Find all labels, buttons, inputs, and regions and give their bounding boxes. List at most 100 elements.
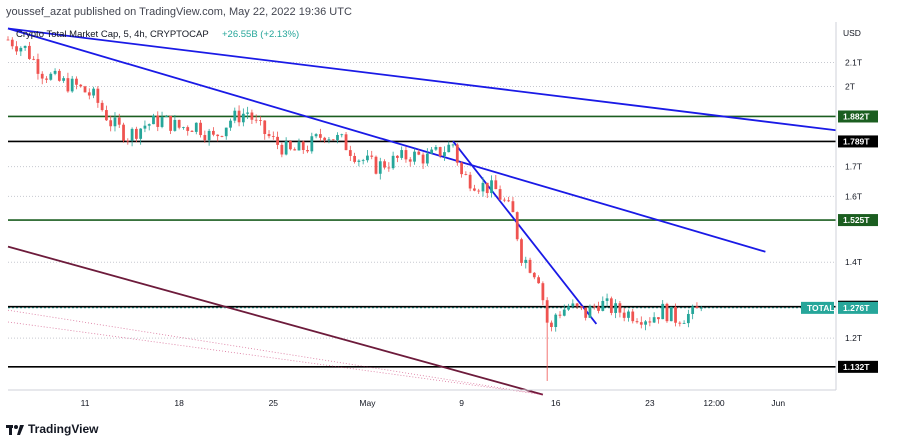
candle-body[interactable] [644,321,647,325]
candle-body[interactable] [117,117,121,125]
candle-body[interactable] [130,128,134,141]
candle-body[interactable] [558,314,562,316]
candle-body[interactable] [657,317,660,320]
candle-body[interactable] [190,130,194,132]
candle-body[interactable] [404,150,408,160]
candle-body[interactable] [87,92,91,96]
candle-body[interactable] [23,45,27,48]
candle-body[interactable] [408,159,412,162]
candle-body[interactable] [447,144,451,153]
candle-body[interactable] [695,306,699,309]
candle-body[interactable] [45,78,48,80]
candle-body[interactable] [100,102,104,111]
candle-body[interactable] [597,306,600,311]
candle-body[interactable] [622,312,626,318]
candle-body[interactable] [370,155,374,157]
candle-body[interactable] [609,298,613,313]
candle-body[interactable] [699,307,703,309]
candle-body[interactable] [686,313,690,324]
candle-body[interactable] [515,212,519,240]
candle-body[interactable] [66,78,70,92]
candle-body[interactable] [79,84,83,87]
candle-body[interactable] [528,259,532,273]
candle-body[interactable] [374,156,378,174]
candle-body[interactable] [481,182,485,192]
candle-body[interactable] [682,323,686,324]
candle-body[interactable] [485,182,489,194]
candle-body[interactable] [92,88,95,96]
candle-body[interactable] [57,70,61,81]
candle-body[interactable] [631,311,635,322]
candle-body[interactable] [32,58,36,60]
candle-body[interactable] [36,59,40,74]
candle-body[interactable] [614,303,618,313]
candle-body[interactable] [353,155,356,162]
candle-body[interactable] [19,47,23,52]
candle-body[interactable] [580,306,583,308]
candle-body[interactable] [53,70,57,74]
candle-body[interactable] [438,147,442,157]
candle-body[interactable] [507,200,511,202]
candle-body[interactable] [455,144,459,163]
candle-body[interactable] [331,139,335,141]
candle-body[interactable] [691,306,695,314]
candle-body[interactable] [254,119,258,121]
candle-body[interactable] [524,259,528,263]
candle-body[interactable] [550,322,553,328]
candle-body[interactable] [443,152,446,157]
candle-body[interactable] [468,174,472,189]
candle-body[interactable] [584,307,588,318]
candle-body[interactable] [498,189,502,200]
candle-body[interactable] [541,283,545,301]
trendline[interactable] [7,245,544,396]
candle-body[interactable] [669,306,673,322]
candle-body[interactable] [387,167,391,169]
candle-body[interactable] [28,45,31,59]
candle-body[interactable] [109,120,113,127]
candle-body[interactable] [152,115,155,125]
candle-body[interactable] [186,127,190,131]
candle-body[interactable] [246,112,250,114]
candle-body[interactable] [199,122,202,136]
candle-body[interactable] [169,115,172,131]
candle-body[interactable] [83,86,87,93]
candle-body[interactable] [40,73,44,79]
trendline[interactable] [7,27,837,132]
candle-body[interactable] [592,306,596,308]
candle-body[interactable] [280,144,284,155]
candle-body[interactable] [451,144,455,146]
candle-body[interactable] [160,116,164,127]
candle-body[interactable] [532,272,536,278]
candle-body[interactable] [678,322,682,324]
candle-body[interactable] [318,134,322,138]
candle-body[interactable] [237,110,241,123]
candle-body[interactable] [301,141,305,151]
candle-body[interactable] [156,115,160,127]
candle-body[interactable] [674,306,677,323]
candle-body[interactable] [601,300,605,311]
candle-body[interactable] [567,306,570,310]
candle-body[interactable] [310,136,314,152]
candle-body[interactable] [661,303,665,320]
candle-body[interactable] [143,125,147,129]
candle-body[interactable] [494,180,498,190]
candle-body[interactable] [139,128,143,139]
candle-body[interactable] [477,190,481,192]
candle-body[interactable] [6,39,10,41]
candle-body[interactable] [220,136,224,137]
candle-body[interactable] [340,134,344,136]
candle-body[interactable] [545,300,549,323]
candle-body[interactable] [70,78,74,92]
candle-body[interactable] [421,154,425,164]
candle-body[interactable] [259,119,262,121]
candle-body[interactable] [511,201,515,213]
candle-body[interactable] [284,141,288,155]
candle-body[interactable] [396,155,399,158]
candle-body[interactable] [267,134,271,137]
candle-body[interactable] [62,78,66,81]
candle-body[interactable] [182,127,185,128]
candle-body[interactable] [554,314,558,328]
candle-body[interactable] [105,110,108,121]
candle-body[interactable] [327,139,331,141]
candle-body[interactable] [229,120,232,128]
